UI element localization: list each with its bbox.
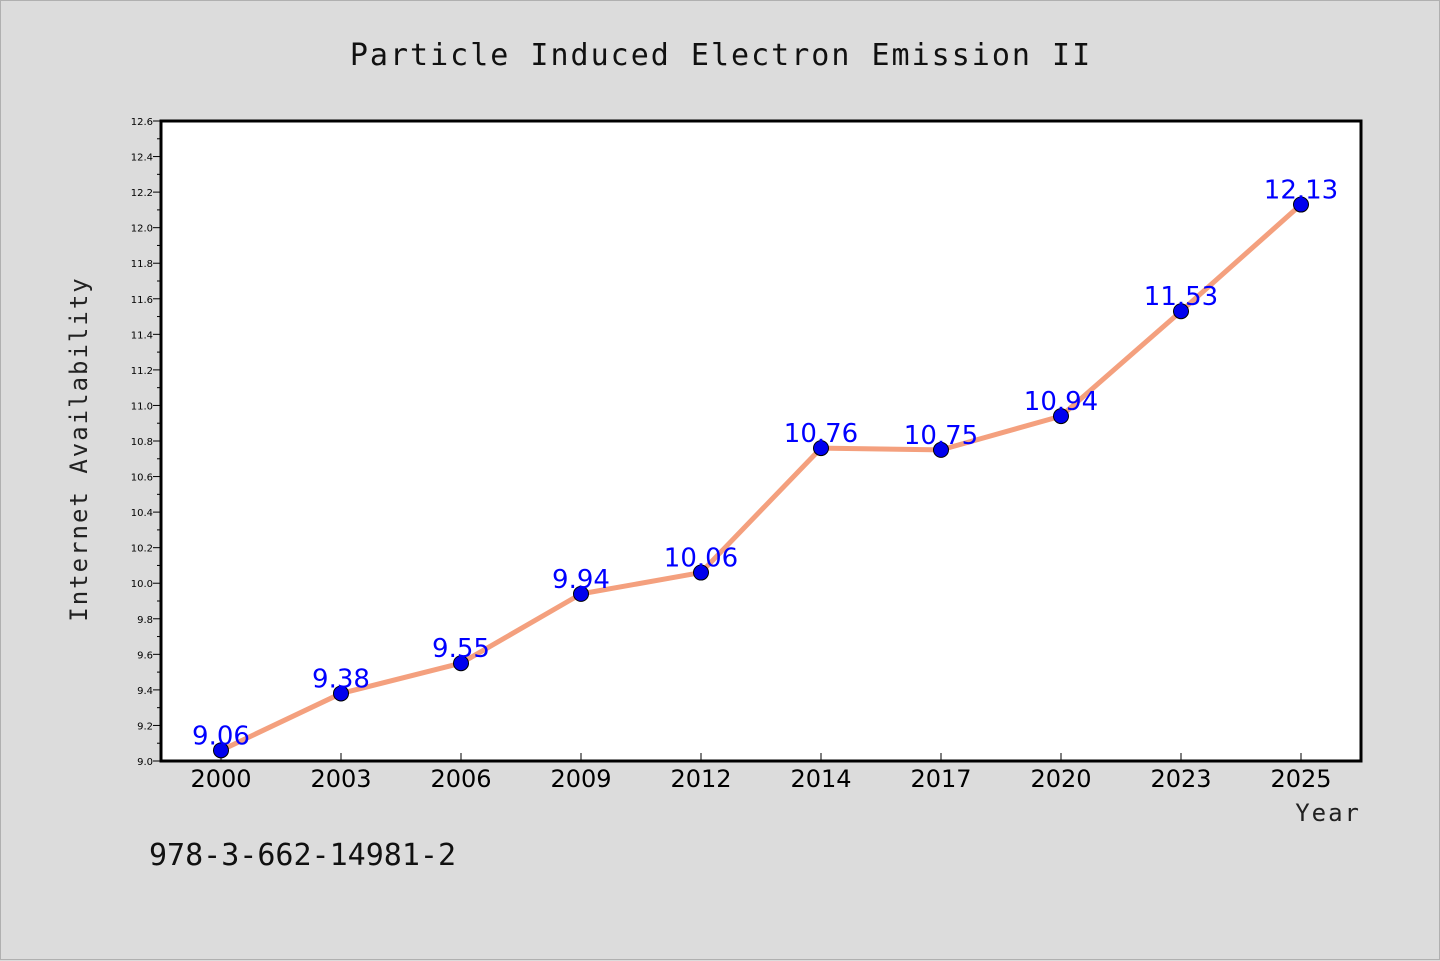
x-tick-label: 2009 — [550, 765, 611, 793]
x-axis-label: Year — [1295, 799, 1361, 827]
y-tick-label: 11.2 — [131, 366, 153, 377]
data-label: 10.06 — [664, 544, 738, 574]
y-tick-label: 11.6 — [131, 295, 153, 306]
y-tick-label: 12.6 — [131, 117, 153, 128]
y-tick-label: 10.0 — [131, 579, 153, 590]
y-tick-label: 11.8 — [131, 259, 153, 270]
x-tick-label: 2020 — [1030, 765, 1091, 793]
x-axis: 2000 2003 2006 2009 2012 2014 2017 2020 2023 2025 — [190, 753, 1332, 793]
data-point — [1053, 408, 1069, 425]
y-tick-label: 10.8 — [131, 437, 153, 448]
data-point — [573, 585, 589, 602]
data-label: 9.38 — [312, 664, 370, 694]
data-label: 10.76 — [784, 419, 858, 449]
y-tick-label: 12.4 — [131, 153, 153, 164]
x-tick-label: 2023 — [1150, 765, 1211, 793]
data-point — [333, 685, 349, 702]
y-tick-label: 12.2 — [131, 188, 153, 199]
plot-area — [159, 119, 1363, 763]
x-tick-label: 2017 — [910, 765, 971, 793]
y-tick-label: 9.8 — [137, 615, 153, 626]
x-tick-label: 2012 — [670, 765, 731, 793]
data-label: 10.94 — [1024, 387, 1098, 417]
y-axis-label: Internet Availability — [65, 276, 93, 621]
data-label: 9.94 — [552, 565, 610, 595]
data-label: 10.75 — [904, 421, 978, 451]
data-point — [453, 655, 469, 672]
data-point — [213, 742, 229, 759]
data-point — [933, 441, 949, 458]
data-label: 11.53 — [1144, 282, 1218, 312]
y-axis: 9.0 9.2 9.4 9.6 9.8 10.0 10.2 10.4 10.6 10.8 11.0 1… — [131, 117, 161, 768]
y-tick-label: 9.6 — [137, 650, 153, 661]
data-point — [1293, 196, 1309, 213]
x-tick-label: 2014 — [790, 765, 851, 793]
y-tick-label: 10.2 — [131, 544, 153, 555]
data-point — [813, 440, 829, 457]
data-label: 9.06 — [192, 721, 250, 751]
data-point — [1173, 303, 1189, 320]
x-tick-label: 2000 — [190, 765, 251, 793]
y-tick-label: 10.6 — [131, 473, 153, 484]
x-tick-label: 2006 — [430, 765, 491, 793]
y-tick-label: 9.0 — [137, 757, 153, 768]
y-tick-label: 9.2 — [137, 721, 153, 732]
series-line — [218, 202, 1304, 753]
data-label: 9.55 — [432, 634, 490, 664]
y-tick-label: 11.0 — [131, 401, 153, 412]
isbn-label: 978-3-662-14981-2 — [149, 838, 456, 873]
y-tick-label: 11.4 — [131, 330, 153, 341]
y-tick-label: 12.0 — [131, 224, 153, 235]
x-tick-label: 2025 — [1270, 765, 1331, 793]
y-tick-label: 9.4 — [137, 686, 153, 697]
y-tick-label: 10.4 — [131, 508, 153, 519]
data-label: 12.13 — [1264, 176, 1338, 206]
x-tick-label: 2003 — [310, 765, 371, 793]
data-point — [693, 564, 709, 581]
series-group: 9.06 9.38 9.55 9.94 10.06 10.76 10.75 10.94 11.5… — [192, 176, 1338, 759]
chart-title: Particle Induced Electron Emission II — [350, 38, 1092, 73]
